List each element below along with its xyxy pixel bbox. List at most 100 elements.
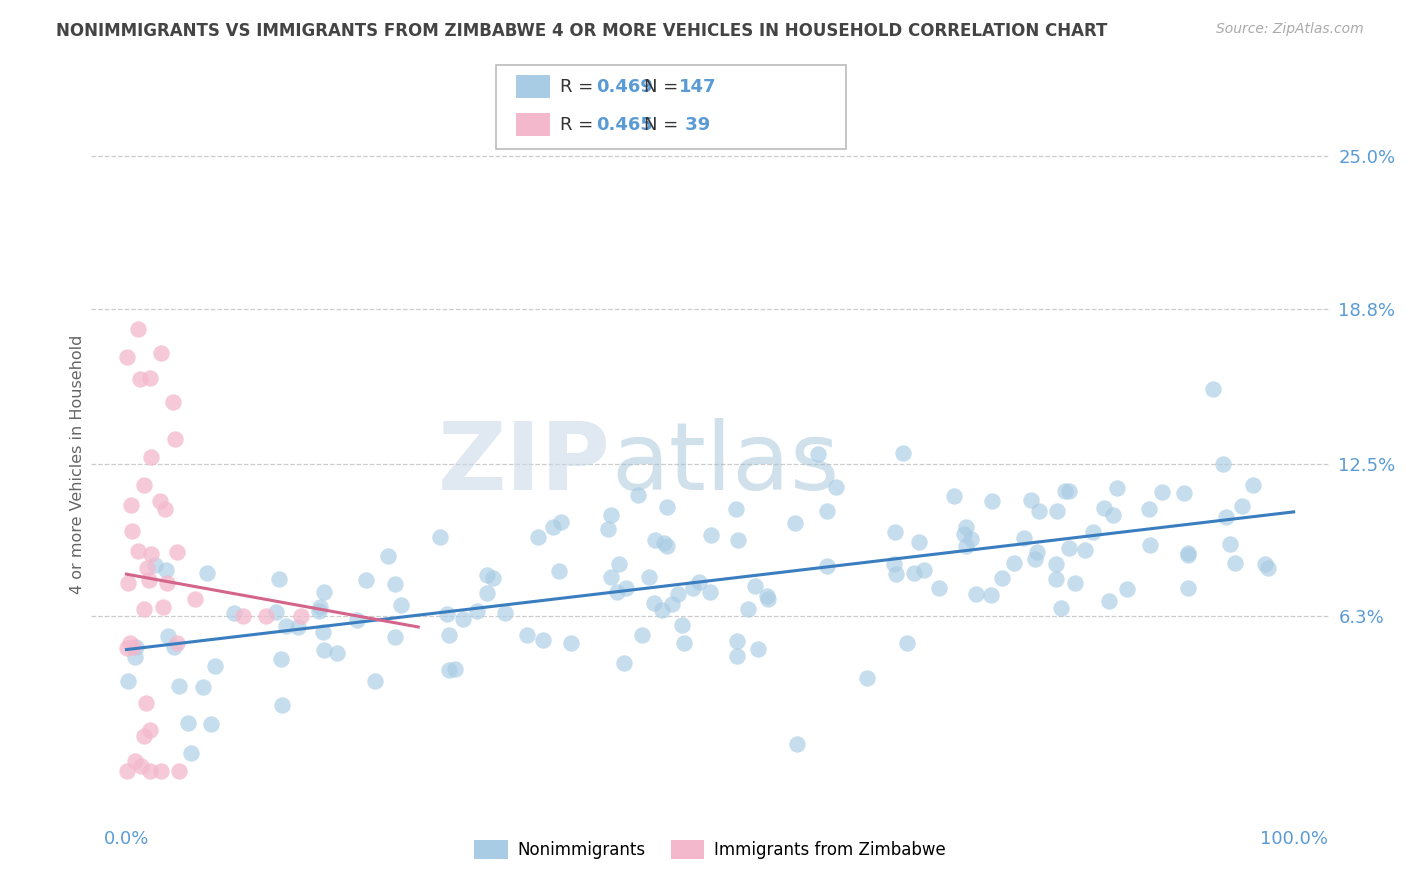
Point <box>429 530 451 544</box>
Point <box>908 534 931 549</box>
Point <box>193 680 215 694</box>
Point <box>129 372 152 386</box>
Point <box>124 650 146 665</box>
Point <box>139 764 162 779</box>
Point <box>1059 483 1081 498</box>
Point <box>756 591 779 606</box>
Point <box>725 649 748 664</box>
Point <box>120 636 142 650</box>
Point <box>256 609 278 624</box>
Text: 147: 147 <box>679 78 717 95</box>
Point <box>145 558 167 572</box>
Point <box>326 646 349 660</box>
Point <box>550 515 572 529</box>
Point <box>1253 557 1275 571</box>
Point <box>377 549 399 563</box>
Point <box>139 547 162 561</box>
Point <box>965 587 987 601</box>
Point <box>167 764 190 779</box>
Point <box>655 500 678 514</box>
Point <box>531 633 554 648</box>
Point <box>346 613 368 627</box>
Text: 0.465: 0.465 <box>596 116 652 134</box>
Point <box>132 478 155 492</box>
Point <box>308 604 330 618</box>
Point <box>475 586 498 600</box>
Point <box>516 628 538 642</box>
Point <box>1019 493 1042 508</box>
Point <box>527 530 550 544</box>
Point <box>120 498 142 512</box>
Point <box>153 502 176 516</box>
Point <box>162 395 184 409</box>
Y-axis label: 4 or more Vehicles in Household: 4 or more Vehicles in Household <box>70 334 84 593</box>
Point <box>606 585 628 599</box>
Point <box>224 606 246 620</box>
Point <box>115 641 138 656</box>
Point <box>312 585 335 599</box>
Point <box>896 636 918 650</box>
Point <box>598 522 620 536</box>
Point <box>132 729 155 743</box>
Point <box>437 664 460 678</box>
Point <box>135 696 157 710</box>
Point <box>891 446 914 460</box>
Point <box>943 489 966 503</box>
Point <box>451 612 474 626</box>
Point <box>884 524 907 539</box>
Point <box>129 759 152 773</box>
Point <box>1115 582 1137 596</box>
Text: R =: R = <box>560 78 599 95</box>
Point <box>156 629 179 643</box>
Text: N =: N = <box>644 78 683 95</box>
Point <box>1025 544 1047 558</box>
Point <box>163 640 186 654</box>
Text: 0.469: 0.469 <box>596 78 652 95</box>
Point <box>312 625 335 640</box>
Point <box>903 566 925 580</box>
Point <box>1046 504 1069 518</box>
Point <box>314 643 336 657</box>
Point <box>270 698 292 712</box>
Point <box>547 564 569 578</box>
Point <box>824 480 846 494</box>
Point <box>1218 536 1240 550</box>
Point <box>737 601 759 615</box>
Point <box>1241 477 1264 491</box>
Point <box>124 754 146 768</box>
Point <box>139 450 162 464</box>
Point <box>122 640 145 655</box>
Point <box>389 598 412 612</box>
Point <box>955 520 977 534</box>
Point <box>614 581 637 595</box>
Point <box>613 656 636 670</box>
Point <box>1102 508 1125 522</box>
Point <box>661 597 683 611</box>
Point <box>955 539 977 553</box>
Point <box>783 516 806 530</box>
Point <box>755 589 778 603</box>
Point <box>436 607 458 621</box>
Point <box>815 559 838 574</box>
Point <box>166 545 188 559</box>
Point <box>156 576 179 591</box>
Point <box>150 346 173 360</box>
Legend: Nonimmigrants, Immigrants from Zimbabwe: Nonimmigrants, Immigrants from Zimbabwe <box>468 833 952 866</box>
Point <box>1074 543 1097 558</box>
Point <box>1083 524 1105 539</box>
Point <box>725 634 748 648</box>
Point <box>928 581 950 595</box>
Point <box>1064 575 1087 590</box>
Point <box>643 596 665 610</box>
Point <box>121 524 143 538</box>
Text: NONIMMIGRANTS VS IMMIGRANTS FROM ZIMBABWE 4 OR MORE VEHICLES IN HOUSEHOLD CORREL: NONIMMIGRANTS VS IMMIGRANTS FROM ZIMBABW… <box>56 22 1108 40</box>
Point <box>1105 481 1128 495</box>
Point <box>115 350 138 364</box>
Point <box>599 570 621 584</box>
Point <box>138 573 160 587</box>
Point <box>167 679 190 693</box>
Point <box>165 432 187 446</box>
Point <box>155 563 177 577</box>
Point <box>1012 531 1035 545</box>
Point <box>1024 552 1046 566</box>
